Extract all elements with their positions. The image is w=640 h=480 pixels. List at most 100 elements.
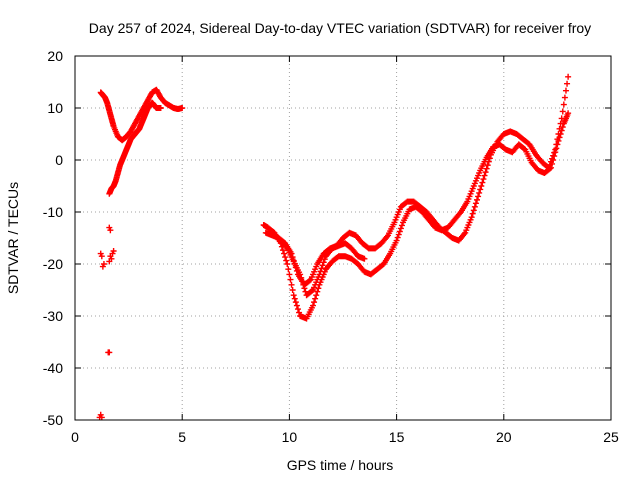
data-point (98, 253, 105, 260)
data-point (315, 285, 322, 292)
data-points (96, 73, 572, 421)
data-point (289, 287, 296, 293)
data-point (313, 292, 320, 299)
grid-lines (75, 56, 611, 420)
data-point (470, 207, 477, 214)
y-tick-label: -30 (43, 308, 63, 324)
data-point (287, 276, 294, 283)
data-point (559, 108, 566, 115)
data-point (294, 306, 301, 313)
data-point (318, 265, 325, 272)
data-point (281, 250, 288, 257)
data-point (556, 125, 563, 132)
data-point (471, 203, 478, 210)
y-tick-label: -20 (43, 256, 63, 272)
x-tick-label: 15 (389, 429, 405, 445)
x-axis-label: GPS time / hours (287, 457, 394, 473)
data-point (477, 186, 484, 193)
data-point (301, 285, 308, 292)
data-point (312, 295, 319, 302)
data-point (472, 200, 479, 207)
data-point (521, 145, 528, 152)
data-point (314, 288, 321, 295)
x-tick-label: 25 (603, 429, 619, 445)
y-tick-label: 10 (47, 100, 63, 116)
data-point (299, 278, 306, 285)
data-point (559, 124, 566, 131)
data-point (396, 228, 403, 235)
data-point (311, 299, 318, 306)
data-point (285, 266, 292, 273)
data-point (561, 94, 568, 101)
y-tick-label: 20 (47, 48, 63, 64)
data-point (549, 155, 556, 162)
data-point (286, 271, 293, 278)
data-point (550, 152, 557, 159)
data-point (478, 183, 485, 189)
data-point (485, 158, 492, 165)
y-tick-label: 0 (55, 152, 63, 168)
data-point (558, 115, 565, 122)
data-point (110, 248, 117, 254)
x-tick-label: 0 (71, 429, 79, 445)
y-tick-label: -10 (43, 204, 63, 220)
data-point (283, 257, 290, 264)
x-tick-label: 10 (282, 429, 298, 445)
data-point (486, 155, 493, 162)
data-point (296, 309, 303, 316)
data-point (479, 179, 486, 186)
data-point (106, 258, 113, 265)
data-point (547, 158, 554, 165)
data-point (557, 120, 564, 127)
data-point (179, 105, 186, 111)
data-point (554, 136, 561, 143)
data-point (545, 164, 552, 171)
data-point (395, 231, 402, 238)
x-tick-label: 20 (496, 429, 512, 445)
data-point (484, 162, 491, 169)
data-point (475, 193, 482, 200)
data-point (480, 176, 487, 183)
data-point (279, 247, 286, 254)
data-point (483, 165, 490, 172)
data-point (284, 261, 291, 267)
data-point (469, 210, 476, 217)
chart-title: Day 257 of 2024, Sidereal Day-to-day VTE… (89, 20, 591, 36)
y-tick-label: -40 (43, 360, 63, 376)
y-tick-label: -50 (43, 412, 63, 428)
data-point (565, 110, 572, 117)
axis-ticks: 0 5 10 15 20 25 -50 -40 -30 -20 -10 0 10 20 (43, 48, 619, 445)
data-point (293, 302, 300, 309)
data-point (565, 73, 572, 80)
data-point (98, 414, 105, 421)
data-point (290, 292, 297, 299)
data-point (320, 259, 327, 266)
data-point (564, 80, 571, 87)
data-point (551, 149, 558, 156)
data-point (397, 225, 404, 232)
data-point (297, 271, 304, 278)
data-point (292, 299, 299, 306)
data-point (300, 281, 307, 288)
data-point (283, 244, 290, 251)
data-point (562, 87, 569, 94)
data-point (282, 254, 289, 261)
plot-frame (74, 55, 612, 421)
data-point (107, 227, 114, 234)
data-point (553, 141, 560, 148)
data-point (546, 161, 553, 168)
data-point (476, 189, 483, 196)
data-point (157, 105, 164, 111)
data-point (321, 256, 328, 263)
data-point (393, 237, 400, 244)
data-point (552, 146, 559, 153)
data-point (291, 295, 298, 302)
data-point (106, 349, 113, 356)
data-point (309, 302, 316, 309)
data-point (555, 131, 562, 137)
data-point (100, 261, 107, 267)
data-point (474, 196, 480, 203)
x-tick-label: 5 (178, 429, 186, 445)
data-point (361, 255, 368, 262)
data-point (482, 169, 489, 176)
